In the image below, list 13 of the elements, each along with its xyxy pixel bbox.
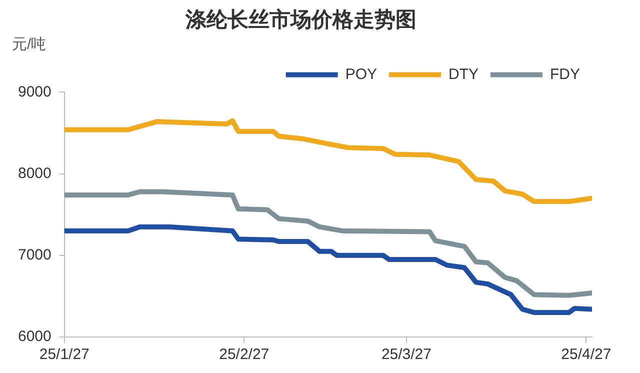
y-tick-label: 9000 (18, 83, 52, 100)
legend-label: POY (345, 66, 378, 83)
y-axis-title: 元/吨 (12, 36, 46, 53)
x-tick-label: 25/1/27 (39, 346, 90, 364)
legend-label: FDY (550, 66, 580, 83)
y-tick-label: 7000 (18, 246, 52, 264)
legend-label: DTY (448, 66, 478, 83)
x-tick-label: 25/4/27 (561, 346, 612, 364)
y-tick-label: 6000 (18, 328, 52, 346)
chart-title: 涤纶长丝市场价格走势图 (184, 7, 416, 32)
x-tick-label: 25/3/27 (381, 346, 432, 364)
y-tick-label: 8000 (18, 164, 52, 182)
x-tick-label: 25/2/27 (219, 346, 270, 364)
